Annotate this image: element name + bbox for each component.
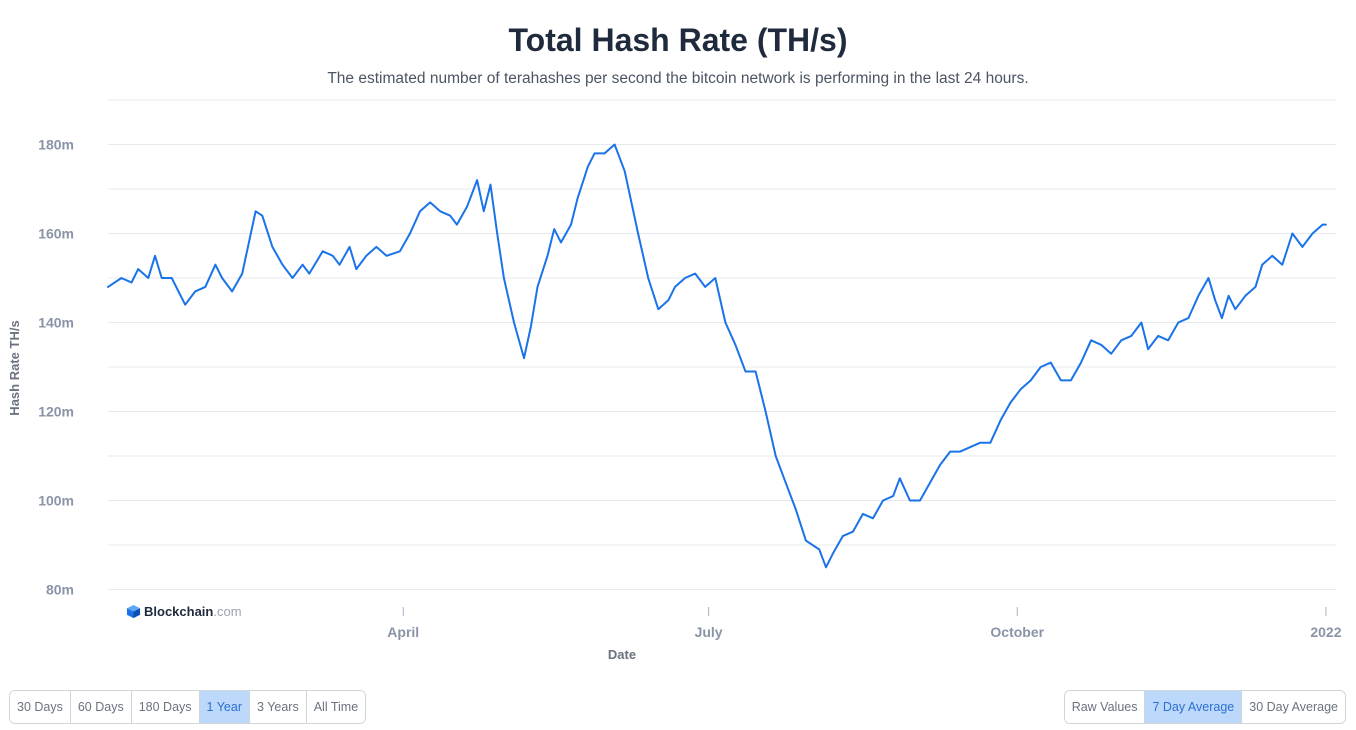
range-30-days-button[interactable]: 30 Days: [10, 691, 71, 723]
y-axis-label: Hash Rate TH/s: [7, 320, 22, 415]
range-1-year-button[interactable]: 1 Year: [199, 691, 250, 723]
range-60-days-button[interactable]: 60 Days: [70, 691, 132, 723]
average-selector: Raw Values 7 Day Average 30 Day Average: [1063, 690, 1346, 724]
hash-rate-series-line: [107, 143, 1327, 569]
y-tick-label: 80m: [46, 582, 74, 598]
y-tick-label: 120m: [38, 404, 74, 420]
y-tick-label: 180m: [38, 137, 74, 153]
x-axis-ticks: April July October 2022: [387, 607, 1342, 640]
blockchain-cube-icon: [126, 604, 141, 619]
x-tick-label: 2022: [1310, 624, 1341, 640]
x-tick-label: April: [387, 624, 419, 640]
y-tick-label: 100m: [38, 493, 74, 509]
y-tick-label: 160m: [38, 226, 74, 242]
grid-lines: [108, 99, 1336, 591]
thirty-day-average-button[interactable]: 30 Day Average: [1242, 691, 1345, 723]
x-tick-label: July: [695, 624, 723, 640]
x-axis-label: Date: [608, 647, 636, 662]
hash-rate-chart: 80m 100m 120m 140m 160m 180m April July October…: [7, 99, 1342, 662]
chart-title: Total Hash Rate (TH/s): [508, 22, 848, 58]
brand-name: Blockchain: [144, 604, 214, 619]
range-180-days-button[interactable]: 180 Days: [131, 691, 200, 723]
raw-values-button[interactable]: Raw Values: [1064, 691, 1146, 723]
seven-day-average-button[interactable]: 7 Day Average: [1145, 691, 1243, 723]
y-tick-label: 140m: [38, 315, 74, 331]
brand-domain: .com: [213, 604, 242, 619]
range-3-years-button[interactable]: 3 Years: [250, 691, 307, 723]
chart-subtitle: The estimated number of terahashes per s…: [327, 70, 1029, 87]
x-tick-label: October: [990, 624, 1044, 640]
range-all-time-button[interactable]: All Time: [306, 691, 366, 723]
y-axis-ticks: 80m 100m 120m 140m 160m 180m: [38, 137, 74, 598]
blockchain-brand: Blockchain .com: [126, 604, 242, 619]
time-range-selector: 30 Days 60 Days 180 Days 1 Year 3 Years …: [9, 690, 367, 724]
